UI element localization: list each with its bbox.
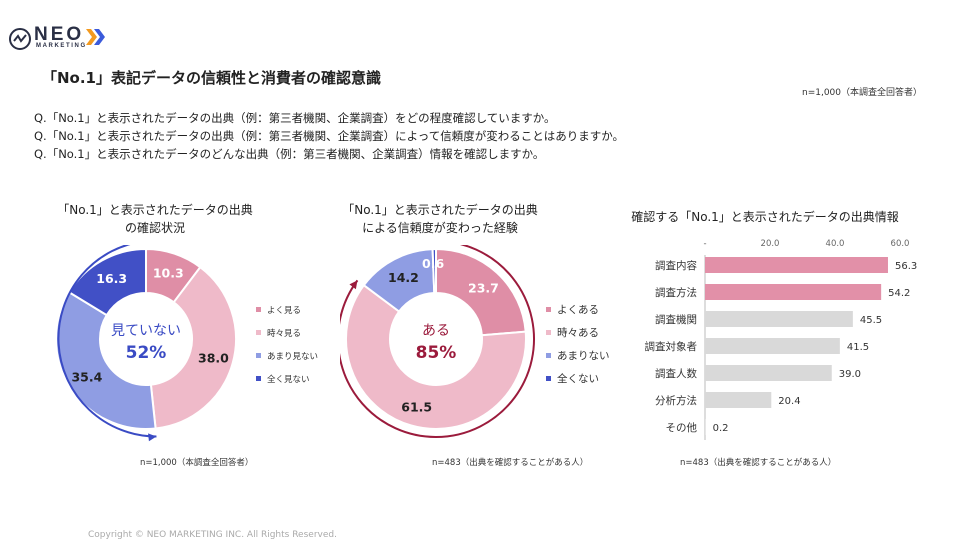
chart3-tick-4: 60.0 [891, 239, 910, 249]
chart2-legend-label-1: よくある [557, 304, 599, 316]
chart1-legend-label-2: 時々見る [267, 329, 301, 339]
chart3-bar-2 [705, 284, 882, 300]
chart1-legend-swatch-3 [256, 353, 261, 358]
chart2-legend-swatch-1 [546, 307, 551, 312]
chart2-range-arrow-end [349, 280, 358, 290]
chart1-legend-label-1: よく見る [267, 306, 301, 316]
chart1-slice-label-3: 35.4 [71, 370, 102, 385]
chart1-slice-label-2: 38.0 [198, 351, 229, 366]
chart1-donut: 10.3 38.0 35.4 16.3 見ていない 52% よく見る時々見るあまり見ない全く… [55, 245, 318, 442]
chart1-slice-4 [67, 247, 147, 317]
chart3-tick-1: - [703, 239, 706, 249]
chart2-legend-swatch-2 [546, 330, 551, 335]
chart3-tick-3: 40.0 [826, 239, 845, 249]
chart3-value-7: 0.2 [713, 423, 729, 434]
chart3-value-3: 45.5 [860, 315, 882, 326]
chart3-title: 確認する「No.1」と表示されたデータの出典情報 [631, 210, 899, 224]
sample-note: n=1,000（本調査全回答者） [801, 88, 922, 98]
chart1-center-label: 見ていない [111, 323, 181, 339]
chart2-note: n=483（出典を確認することがある人） [432, 458, 589, 468]
chart1-note: n=1,000（本調査全回答者） [140, 458, 254, 468]
logo-text: NEO [34, 24, 85, 45]
chart2-slice-label-3: 14.2 [388, 270, 419, 285]
chart1-range-arrow-end [148, 433, 157, 442]
chart1-title-line-1: 「No.1」と表示されたデータの出典 [57, 203, 253, 217]
chart3-bar-4 [705, 338, 840, 354]
logo-subtext: MARKETING [36, 43, 87, 49]
chart2-legend-swatch-4 [546, 376, 551, 381]
chart3-tick-2: 20.0 [761, 239, 780, 249]
chart1-slice-label-1: 10.3 [153, 266, 184, 281]
chart2-legend-label-4: 全くない [557, 372, 599, 385]
chart3-value-2: 54.2 [888, 288, 910, 299]
chart3-value-1: 56.3 [895, 261, 917, 272]
chart3-bar-6 [705, 392, 772, 408]
chart1-range-arc [57, 245, 157, 438]
chart3-category-7: その他 [666, 421, 698, 434]
chart1-title-line-2: の確認状況 [124, 221, 185, 235]
chart1-slice-3 [55, 290, 157, 430]
chart3-value-4: 41.5 [847, 342, 869, 353]
chart3-category-6: 分析方法 [655, 394, 697, 407]
chart2-slice-label-2: 61.5 [401, 399, 432, 414]
chart1-legend-label-3: あまり見ない [267, 352, 318, 362]
chart2-center-label: ある [422, 323, 450, 339]
chart3-category-3: 調査機関 [655, 313, 697, 326]
chart3-category-5: 調査人数 [655, 367, 697, 380]
logo-icon [9, 28, 31, 50]
chart1-legend-swatch-4 [256, 376, 261, 381]
chart3-category-4: 調査対象者 [645, 340, 698, 353]
chart3-value-6: 20.4 [778, 396, 800, 407]
chart3-category-1: 調査内容 [655, 259, 697, 272]
chart1-legend-label-4: 全く見ない [267, 374, 310, 385]
chart3-value-5: 39.0 [839, 369, 861, 380]
chart3-bar-3 [705, 311, 853, 327]
chart1-slice-2 [149, 265, 237, 430]
chart2-legend-swatch-3 [546, 353, 551, 358]
copyright: Copyright © NEO MARKETING INC. All Right… [88, 530, 337, 540]
chart3-category-2: 調査方法 [655, 286, 697, 299]
chart3-bar-7 [705, 419, 706, 435]
chart2-slice-label-1: 23.7 [468, 281, 499, 296]
chart3-bar: - 20.0 40.0 60.0 調査内容 56.3 調査方法 54.2 調査機関 45.5 調査対… [645, 239, 917, 440]
chart2-slice-4 [431, 247, 437, 295]
chart2-slice-label-4: 0.6 [422, 256, 444, 271]
question-1: Q.「No.1」と表示されたデータの出典（例：第三者機関、企業調査）をどの程度確… [34, 111, 556, 125]
chart2-legend-label-2: 時々ある [557, 327, 599, 339]
chart2-title-line-2: による信頼度が変わった経験 [362, 221, 518, 235]
chart1-center-value: 52% [126, 343, 167, 363]
chart2-title-line-1: 「No.1」と表示されたデータの出典 [342, 203, 538, 217]
page-title: 「No.1」表記データの信頼性と消費者の確認意識 [42, 69, 381, 87]
chart2-range-arc [340, 245, 535, 438]
chart3-bar-5 [705, 365, 832, 381]
chart1-title: 「No.1」と表示されたデータの出典 の確認状況 [40, 201, 270, 237]
chart3-bar-1 [705, 257, 888, 273]
chart2-legend-label-3: あまりない [557, 350, 610, 362]
chart2-center-value: 85% [416, 343, 457, 363]
chart1-legend-swatch-2 [256, 330, 261, 335]
chart1-legend-swatch-1 [256, 307, 261, 312]
chart2-slice-2 [345, 283, 527, 430]
chart2-title: 「No.1」と表示されたデータの出典 による信頼度が変わった経験 [325, 201, 555, 237]
question-2: Q.「No.1」と表示されたデータの出典（例：第三者機関、企業調査）によって信頼… [34, 129, 624, 143]
chart1-slice-label-4: 16.3 [96, 271, 127, 286]
logo-chevron-icon [86, 29, 105, 45]
question-3: Q.「No.1」と表示されたデータのどんな出典（例：第三者機関、企業調査）情報を… [34, 147, 545, 161]
chart3-note: n=483（出典を確認することがある人） [680, 458, 837, 468]
